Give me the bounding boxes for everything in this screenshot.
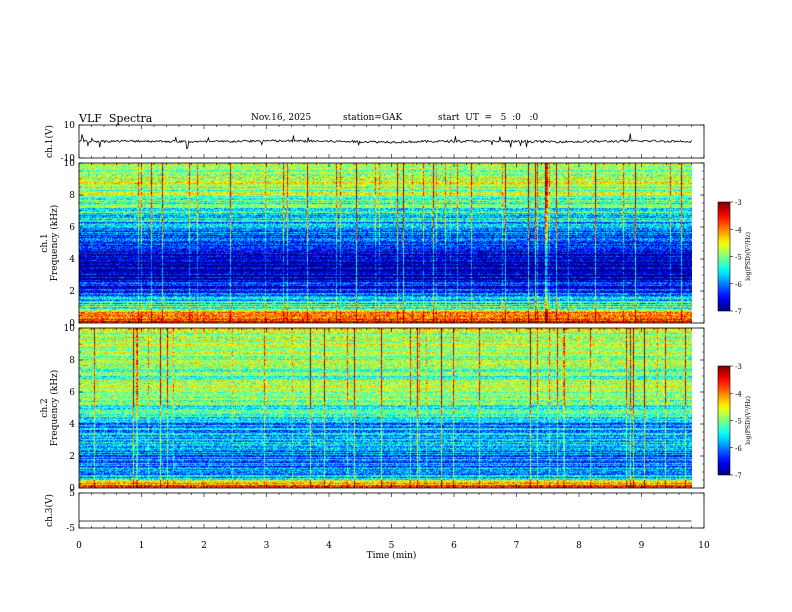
ch2-spectrogram-channel-label: ch.2 bbox=[40, 398, 50, 417]
ch2-colorbar bbox=[717, 365, 731, 476]
date-label: Nov.16, 2025 bbox=[251, 113, 312, 123]
x-tick-label: 3 bbox=[264, 541, 270, 551]
ch1-spectrogram-y-tick-label: 8 bbox=[69, 191, 75, 201]
x-tick-label: 9 bbox=[639, 541, 645, 551]
x-axis-label: Time (min) bbox=[367, 550, 417, 561]
ch1-colorbar-tick-label: -5 bbox=[735, 254, 742, 262]
ch2-spectrogram-y-tick-label: 6 bbox=[69, 388, 75, 398]
ch1-spectrogram-y-tick-label: 2 bbox=[69, 287, 75, 297]
ch3-waveform-y-tick-label: 5 bbox=[69, 489, 75, 499]
ch1-spectrogram-y-tick-label: 0 bbox=[69, 319, 75, 329]
x-tick-label: 8 bbox=[576, 541, 582, 551]
start-ut-label: start UT = 5 :0 :0 bbox=[438, 113, 539, 123]
x-tick-label: 10 bbox=[698, 541, 710, 551]
x-tick-label: 4 bbox=[326, 541, 332, 551]
ch2-colorbar-tick-label: -4 bbox=[735, 390, 742, 398]
ch1-colorbar-label: log(PSD)(V²/Hz) bbox=[745, 232, 752, 281]
ch2-colorbar-label: log(PSD)(V²/Hz) bbox=[745, 396, 752, 445]
ch1-spectrogram-ylabel: Frequency (kHz) bbox=[49, 205, 60, 282]
ch2-spectrogram-y-tick-label: 4 bbox=[69, 420, 75, 430]
axes-group bbox=[78, 124, 733, 529]
x-tick-label: 1 bbox=[139, 541, 145, 551]
panels-group bbox=[78, 133, 731, 522]
ch1-spectrogram-y-tick-label: 6 bbox=[69, 223, 75, 233]
ch1-colorbar-tick-label: -3 bbox=[735, 199, 742, 207]
ch1-colorbar bbox=[717, 201, 731, 312]
ch3-waveform-ylabel: ch.3(V) bbox=[44, 494, 55, 527]
ch3-waveform-frame bbox=[78, 492, 705, 529]
ch2-spectrogram-y-tick-label: 8 bbox=[69, 356, 75, 366]
x-tick-label: 7 bbox=[514, 541, 520, 551]
ch1-spectrogram-y-tick-label: 4 bbox=[69, 255, 75, 265]
x-tick-label: 0 bbox=[76, 541, 82, 551]
ch2-colorbar-tick-label: -3 bbox=[735, 363, 742, 371]
ch2-heatmap-image bbox=[79, 328, 692, 488]
ch1-heatmap-image bbox=[79, 163, 692, 323]
ch1-colorbar-tick-label: -7 bbox=[735, 308, 742, 316]
chart-title: VLF Spectra bbox=[79, 112, 153, 125]
ch2-colorbar-tick-label: -5 bbox=[735, 418, 742, 426]
ch1-spectrogram-channel-label: ch.1 bbox=[40, 233, 50, 252]
ch1-waveform-ylabel: ch.1(V) bbox=[44, 125, 55, 158]
x-tick-label: 5 bbox=[389, 541, 395, 551]
ch2-spectrogram-y-tick-label: 2 bbox=[69, 452, 75, 462]
ch2-colorbar-tick-label: -7 bbox=[735, 472, 742, 480]
ch3-waveform-y-tick-label: -5 bbox=[66, 524, 75, 534]
ch2-colorbar-tick-label: -6 bbox=[735, 445, 742, 453]
ch1-waveform-y-tick-label: 10 bbox=[64, 121, 76, 131]
ch1-spectrogram-y-tick-label: 10 bbox=[64, 159, 76, 169]
ch1-colorbar-tick-label: -4 bbox=[735, 226, 742, 234]
ch2-spectrogram-ylabel: Frequency (kHz) bbox=[49, 370, 60, 447]
x-tick-label: 6 bbox=[451, 541, 457, 551]
ch2-spectrogram-y-tick-label: 10 bbox=[64, 324, 76, 334]
ch1-colorbar-tick-label: -6 bbox=[735, 281, 742, 289]
station-label: station=GAK bbox=[343, 113, 403, 123]
ch1-waveform-line bbox=[78, 133, 692, 150]
ch1-waveform-y-tick-label: -10 bbox=[61, 154, 76, 164]
ch2-spectrogram-y-tick-label: 0 bbox=[69, 484, 75, 494]
x-tick-label: 2 bbox=[201, 541, 207, 551]
